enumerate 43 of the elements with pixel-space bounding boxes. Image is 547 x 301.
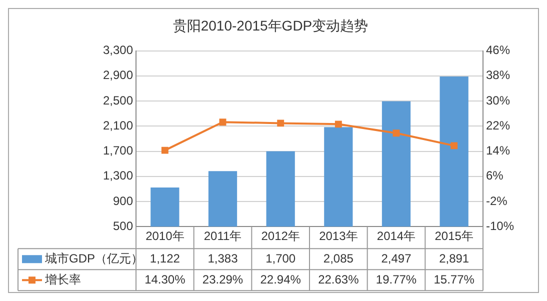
y-tick-label: 500 (112, 218, 134, 233)
x-tick-label: 2011年 (204, 229, 242, 244)
point (277, 120, 284, 127)
y2-tick-label: 22% (486, 118, 510, 132)
x-tick-label: 2015年 (434, 229, 474, 244)
data-label: 22.63% (318, 272, 360, 286)
data-label: 2,085 (323, 251, 354, 266)
y-tick-label: 2,100 (102, 118, 134, 132)
y2-tick-label: 14% (486, 144, 510, 158)
point (450, 142, 458, 150)
y2-tick-label: 30% (486, 93, 510, 108)
data-label: 1,700 (266, 251, 296, 266)
y2-tick-label: -10% (486, 218, 514, 233)
y2-tick-label: 46% (486, 43, 510, 58)
y-tick-label: 3,300 (102, 43, 134, 58)
data-label: 15.77% (434, 272, 475, 286)
data-label: 2,891 (439, 251, 470, 266)
x-tick-label: 2012年 (261, 229, 300, 244)
x-tick-label: 2013年 (319, 229, 358, 244)
point (219, 118, 226, 126)
legend-label: 城市GDP（亿元） (44, 251, 144, 266)
y2-tick-label: 6% (486, 168, 504, 183)
x-tick-label: 2014年 (376, 229, 416, 244)
data-label: 23.29% (202, 272, 244, 286)
data-label: 19.77% (376, 272, 417, 286)
legend-label: 增长率 (44, 272, 81, 286)
data-label: 2,497 (381, 251, 412, 266)
y-tick-label: 900 (112, 194, 134, 208)
y2-tick-label: 38% (486, 68, 510, 82)
y-tick-label: 1,700 (102, 144, 134, 158)
point (161, 146, 168, 154)
data-label: 1,122 (150, 251, 180, 266)
y-tick-label: 2,500 (102, 93, 134, 108)
point (334, 120, 342, 128)
y-tick-label: 2,900 (102, 68, 134, 82)
data-label: 22.94% (260, 272, 302, 286)
x-tick-label: 2010年 (146, 229, 184, 244)
y2-tick-label: -2% (486, 194, 508, 208)
chart-title: 贵阳2010-2015年GDP变动趋势 (172, 17, 368, 34)
data-label: 1,383 (208, 251, 238, 266)
y-tick-label: 1,300 (102, 168, 134, 183)
data-label: 14.30% (144, 272, 186, 286)
point (392, 130, 400, 137)
